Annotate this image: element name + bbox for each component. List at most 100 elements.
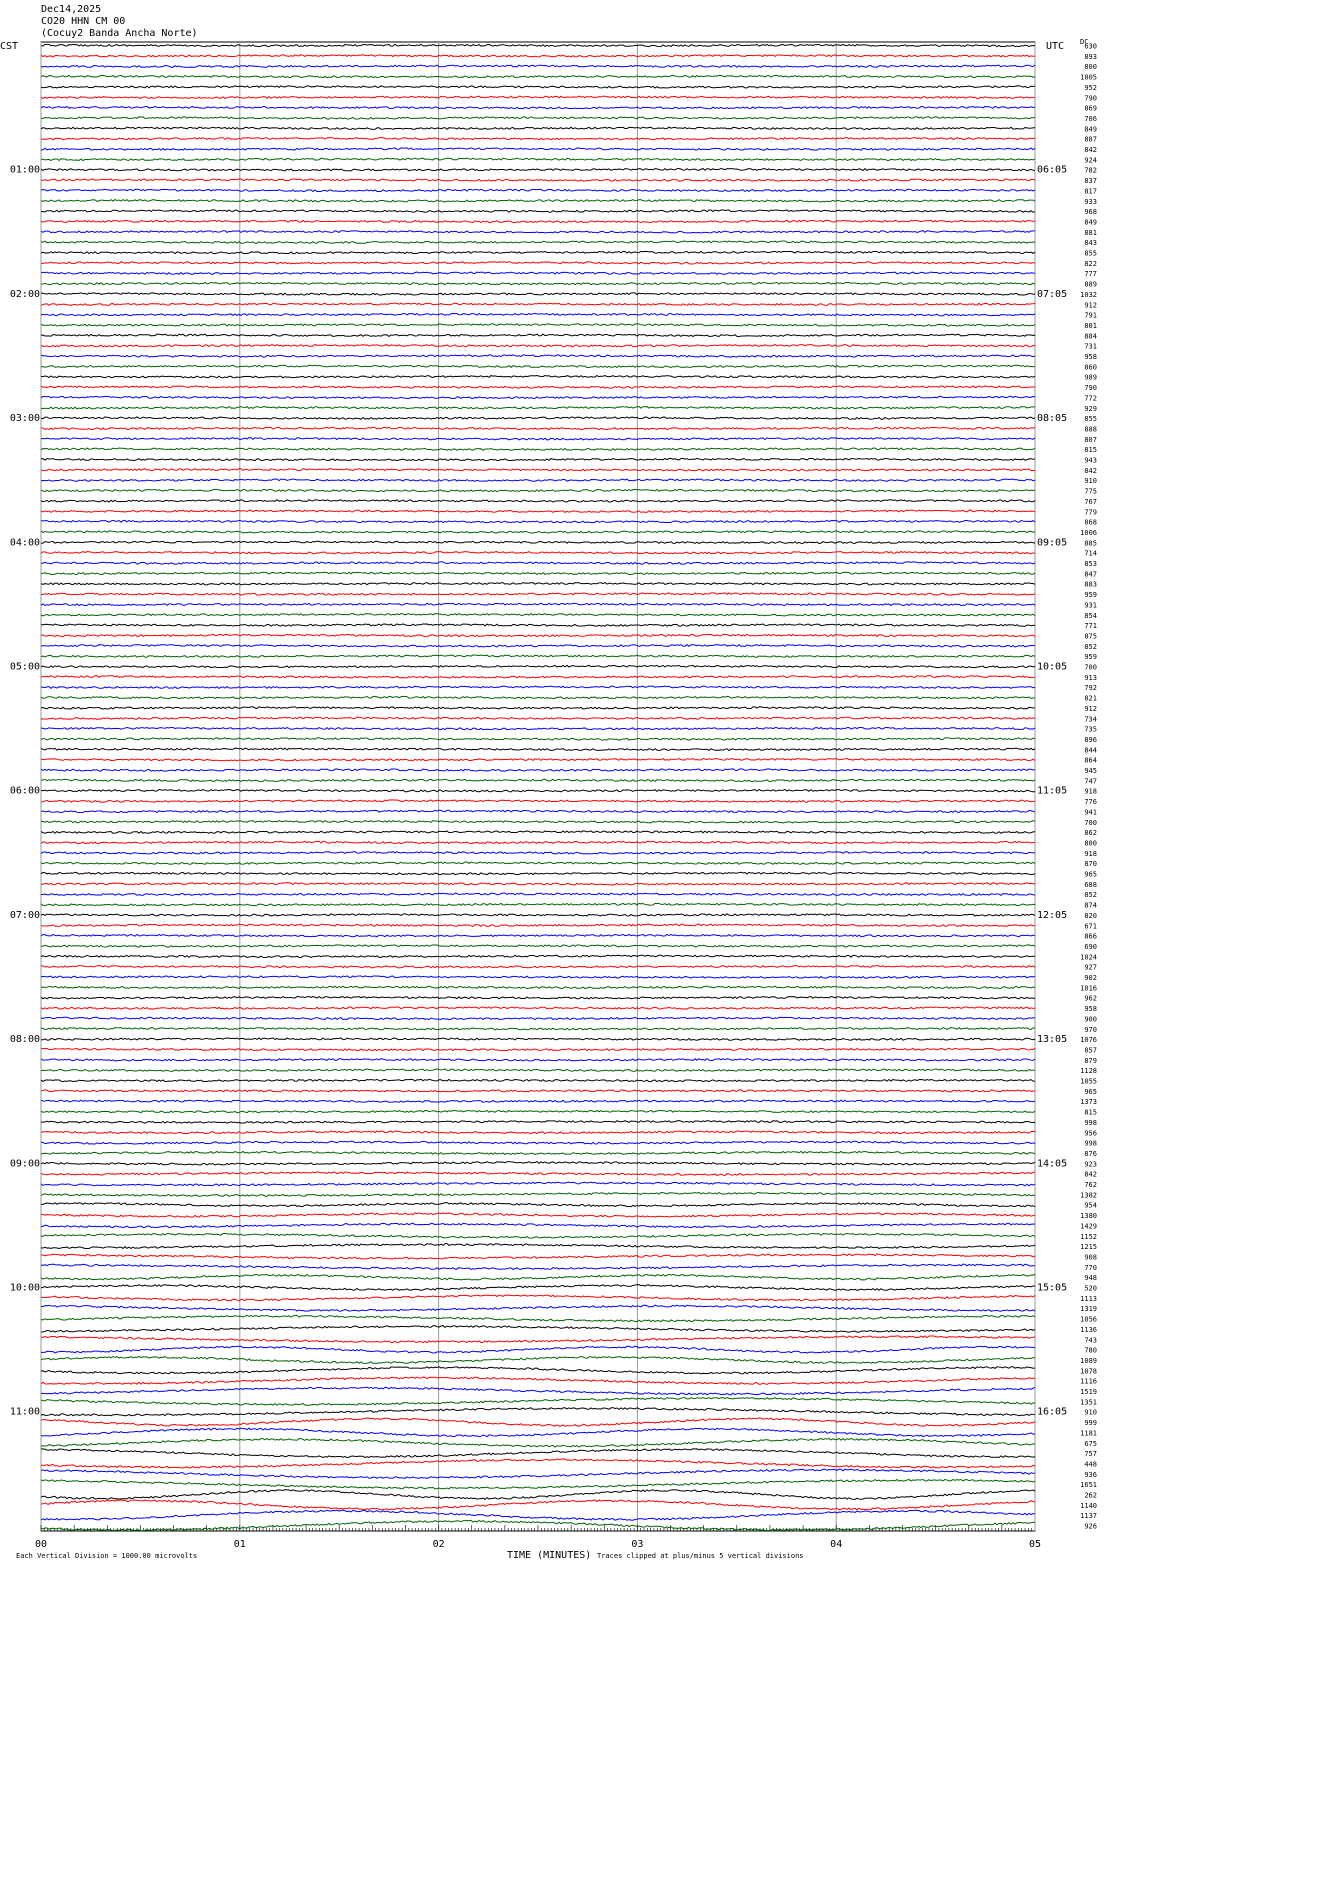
trace-value: 821 (1084, 695, 1097, 703)
trace-value: 700 (1084, 664, 1097, 672)
trace (40, 757, 1036, 762)
trace-value: 910 (1084, 1409, 1097, 1417)
trace-value: 843 (1084, 239, 1097, 247)
trace-value: 1005 (1080, 74, 1097, 82)
trace-value: 923 (1084, 1160, 1097, 1168)
trace-value: 1136 (1080, 1326, 1097, 1334)
trace (40, 437, 1036, 441)
x-label: TIME (MINUTES) (507, 1550, 591, 1561)
trace (40, 1191, 1036, 1197)
x-tick-label: 05 (1029, 1539, 1041, 1550)
trace-value: 931 (1084, 601, 1097, 609)
trace-value: 1140 (1080, 1502, 1097, 1510)
trace-value: 855 (1084, 250, 1097, 258)
station: CO20 HHN CM 00 (41, 16, 125, 27)
trace-value: 771 (1084, 622, 1097, 630)
trace-value: 1137 (1080, 1512, 1097, 1520)
trace (40, 1222, 1036, 1229)
trace-value: 927 (1084, 964, 1097, 972)
trace-value: 888 (1084, 425, 1097, 433)
trace (40, 768, 1036, 772)
trace (40, 364, 1036, 369)
trace (40, 1489, 1036, 1500)
trace-value: 959 (1084, 653, 1097, 661)
trace-value: 989 (1084, 374, 1097, 382)
trace-value: 883 (1084, 581, 1097, 589)
trace-value: 743 (1084, 1336, 1097, 1344)
trace (40, 478, 1036, 482)
trace (40, 126, 1036, 131)
trace (40, 840, 1036, 845)
trace-value: 968 (1084, 208, 1097, 216)
date: Dec14,2025 (41, 4, 101, 15)
trace (40, 592, 1036, 596)
trace-value: 777 (1084, 270, 1097, 278)
trace (40, 1232, 1036, 1239)
trace (40, 1458, 1036, 1469)
trace-value: 879 (1084, 1057, 1097, 1065)
trace (40, 1376, 1036, 1385)
scale-note: Each Vertical Division = 1000.00 microvo… (16, 1552, 197, 1560)
left-hour: 10:00 (10, 1283, 40, 1294)
trace-value: 1651 (1080, 1481, 1097, 1489)
trace-value: 852 (1084, 643, 1097, 651)
trace-value: 954 (1084, 1202, 1097, 1210)
x-tick-label: 03 (631, 1539, 643, 1550)
right-zone: UTC (1046, 41, 1064, 52)
trace-value: 860 (1084, 363, 1097, 371)
left-hour: 08:00 (10, 1034, 40, 1045)
trace-value: 869 (1084, 105, 1097, 113)
trace-value: 775 (1084, 488, 1097, 496)
trace (40, 343, 1036, 348)
trace (40, 74, 1036, 79)
trace-value: 800 (1084, 63, 1097, 71)
trace (40, 292, 1036, 296)
trace-value: 1032 (1080, 291, 1097, 299)
trace-value: 912 (1084, 301, 1097, 309)
trace (40, 43, 1036, 48)
trace (40, 105, 1036, 110)
trace (40, 1304, 1036, 1312)
trace-value: 1152 (1080, 1233, 1097, 1241)
trace (40, 985, 1036, 990)
trace (40, 1284, 1036, 1291)
left-hour: 05:00 (10, 662, 40, 673)
trace (40, 602, 1036, 607)
trace-value: 933 (1084, 198, 1097, 206)
trace-value: 731 (1084, 343, 1097, 351)
right-hour: 09:05 (1037, 537, 1067, 548)
trace (40, 54, 1036, 58)
trace (40, 1109, 1036, 1114)
trace-value: 630 (1084, 43, 1097, 51)
trace (40, 644, 1036, 648)
trace (40, 944, 1036, 948)
trace-value: 822 (1084, 260, 1097, 268)
trace-value: 866 (1084, 933, 1097, 941)
trace-value: 1519 (1080, 1388, 1097, 1396)
trace-value: 520 (1084, 1285, 1097, 1293)
trace-value: 956 (1084, 1129, 1097, 1137)
trace-value: 965 (1084, 871, 1097, 879)
trace (40, 1253, 1036, 1260)
trace-value: 874 (1084, 902, 1097, 910)
trace-value: 1016 (1080, 984, 1097, 992)
trace-value: 820 (1084, 912, 1097, 920)
trace (40, 581, 1036, 586)
trace (40, 1150, 1036, 1156)
trace-value: 1089 (1080, 1357, 1097, 1365)
trace (40, 1519, 1036, 1532)
trace-value: 772 (1084, 394, 1097, 402)
trace (40, 1181, 1036, 1187)
trace (40, 1448, 1036, 1459)
trace-value: 842 (1084, 467, 1097, 475)
trace (40, 426, 1036, 431)
trace (40, 1130, 1036, 1135)
trace (40, 1509, 1036, 1521)
trace-value: 1373 (1080, 1098, 1097, 1106)
trace-value: 929 (1084, 405, 1097, 413)
trace (40, 406, 1036, 410)
trace-value: 1006 (1080, 529, 1097, 537)
trace-value: 998 (1084, 1140, 1097, 1148)
trace (40, 374, 1036, 379)
trace-value: 735 (1084, 726, 1097, 734)
